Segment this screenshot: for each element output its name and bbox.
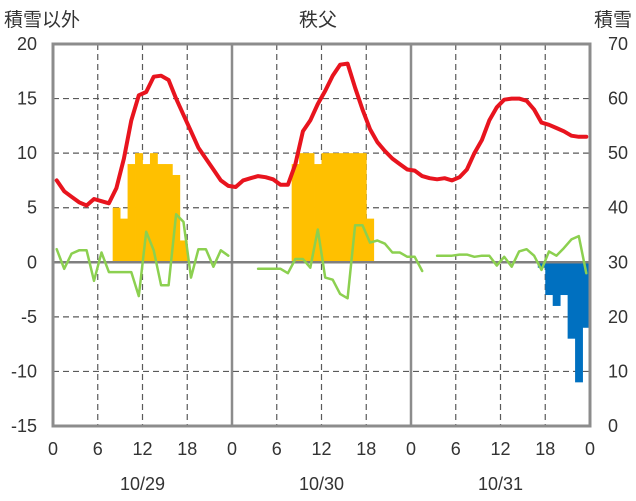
x-tick-label: 0 <box>585 439 595 459</box>
bar-series-layer <box>112 153 591 383</box>
right-tick-label: 0 <box>608 416 618 436</box>
plot-frame <box>51 42 592 428</box>
left-tick-label: 15 <box>17 89 37 109</box>
left-tick-label: 0 <box>27 252 37 272</box>
right-tick-label: 50 <box>608 143 628 163</box>
day-label: 10/31 <box>478 474 523 494</box>
x-tick-label: 0 <box>48 439 58 459</box>
left-tick-label: 20 <box>17 34 37 54</box>
bar <box>336 153 345 263</box>
bar <box>314 164 322 263</box>
green-line-series <box>435 234 588 275</box>
bar <box>120 218 128 263</box>
bar <box>321 153 330 263</box>
green-line-series <box>256 223 424 300</box>
green-line-series <box>55 213 230 298</box>
bar <box>179 240 188 263</box>
bar <box>545 262 554 296</box>
right-tick-label: 30 <box>608 252 628 272</box>
x-tick-label: 12 <box>311 439 331 459</box>
left-tick-label: -10 <box>11 361 37 381</box>
day-label: 10/30 <box>299 474 344 494</box>
bar <box>560 262 569 296</box>
right-tick-label: 70 <box>608 34 628 54</box>
left-axis-label: 積雪以外 <box>4 9 80 31</box>
bar <box>351 153 360 263</box>
bar <box>299 153 307 263</box>
bar <box>142 164 151 263</box>
left-tick-label: 5 <box>27 198 37 218</box>
x-tick-label: 12 <box>132 439 152 459</box>
bar <box>306 153 315 263</box>
bar <box>164 164 173 263</box>
left-tick-label: 10 <box>17 143 37 163</box>
right-tick-label: 20 <box>608 307 628 327</box>
chart-title: 秩父 <box>299 9 337 31</box>
bar <box>157 164 166 263</box>
x-tick-label: 6 <box>451 439 461 459</box>
bar <box>291 164 300 263</box>
x-tick-label: 6 <box>93 439 103 459</box>
x-tick-label: 18 <box>356 439 376 459</box>
x-tick-label: 18 <box>177 439 197 459</box>
right-axis-label: 積雪 <box>594 9 632 31</box>
bar <box>328 153 337 263</box>
bar <box>582 262 591 328</box>
bar <box>135 153 143 263</box>
right-tick-label: 10 <box>608 361 628 381</box>
line-series-layer <box>54 61 589 300</box>
bar <box>127 164 136 263</box>
bar <box>575 262 583 383</box>
x-tick-label: 0 <box>406 439 416 459</box>
left-tick-label: -15 <box>11 416 37 436</box>
bar <box>149 153 158 263</box>
red-line-series <box>54 61 589 208</box>
right-tick-label: 40 <box>608 198 628 218</box>
bar <box>567 262 576 339</box>
x-tick-label: 0 <box>227 439 237 459</box>
bar <box>343 153 352 263</box>
left-tick-label: -5 <box>21 307 37 327</box>
bar <box>358 153 367 263</box>
bar <box>112 207 121 263</box>
x-tick-label: 6 <box>272 439 282 459</box>
bar <box>552 262 561 306</box>
day-label: 10/29 <box>120 474 165 494</box>
bar <box>537 262 546 268</box>
right-tick-label: 60 <box>608 89 628 109</box>
x-tick-label: 12 <box>490 439 510 459</box>
x-tick-label: 18 <box>535 439 555 459</box>
